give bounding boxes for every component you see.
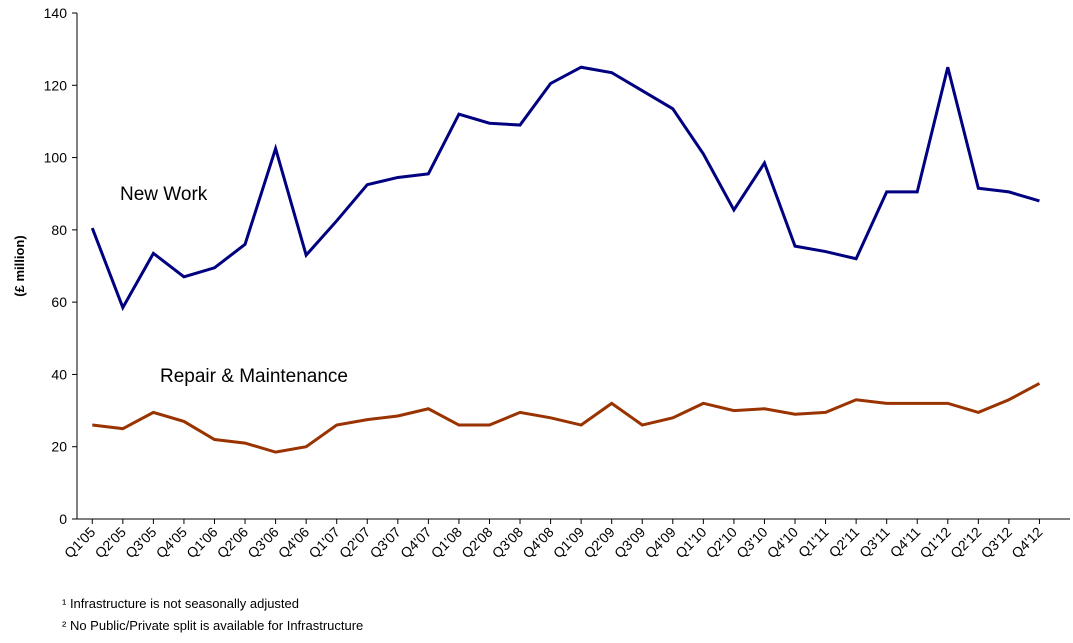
x-tick-label: Q4'12 [1008,524,1046,562]
x-tick-label: Q2'08 [458,524,496,562]
x-tick-label: Q2'05 [92,524,130,562]
y-tick-label: 80 [51,222,67,238]
x-tick-label: Q2'06 [214,524,252,562]
x-tick-label: Q3'12 [978,524,1016,562]
x-tick-label: Q3'05 [122,524,160,562]
x-tick-label: Q4'08 [519,524,557,562]
x-tick-label: Q2'07 [336,524,374,562]
footnote: ¹ Infrastructure is not seasonally adjus… [62,596,299,611]
x-tick-label: Q3'11 [856,524,893,561]
y-tick-label: 100 [44,150,68,166]
x-tick-label: Q1'10 [672,524,710,562]
x-tick-label: Q4'07 [397,524,435,562]
x-tick-label: Q2'12 [947,524,985,562]
x-tick-label: Q1'12 [916,524,954,562]
x-tick-label: Q1'07 [305,524,343,562]
x-tick-label: Q1'09 [550,524,588,562]
x-tick-label: Q3'08 [489,524,527,562]
y-tick-label: 60 [51,294,67,310]
x-tick-label: Q1'05 [61,524,99,562]
x-tick-label: Q1'11 [795,524,832,561]
y-tick-label: 140 [44,5,68,21]
x-tick-label: Q4'06 [275,524,313,562]
x-tick-label: Q3'09 [611,524,649,562]
x-tick-label: Q2'10 [703,524,741,562]
x-tick-label: Q3'06 [244,524,282,562]
x-tick-label: Q2'09 [580,524,618,562]
x-tick-label: Q1'06 [183,524,221,562]
series-line [92,382,1041,454]
series-label: New Work [120,184,208,205]
x-tick-label: Q3'10 [733,524,771,562]
x-tick-label: Q4'10 [764,524,802,562]
y-axis-label: (£ million) [12,235,27,296]
y-tick-label: 20 [51,439,67,455]
y-tick-label: 0 [59,511,67,527]
x-tick-label: Q4'09 [641,524,679,562]
x-tick-label: Q2'11 [826,524,863,561]
x-tick-label: Q4'11 [887,524,924,561]
series-label: Repair & Maintenance [160,366,348,387]
x-tick-label: Q4'05 [153,524,191,562]
footnote: ² No Public/Private split is available f… [62,618,363,633]
y-tick-label: 40 [51,366,67,382]
y-tick-label: 120 [44,77,68,93]
x-tick-label: Q3'07 [367,524,405,562]
x-tick-label: Q1'08 [428,524,466,562]
series-line [90,65,1040,312]
